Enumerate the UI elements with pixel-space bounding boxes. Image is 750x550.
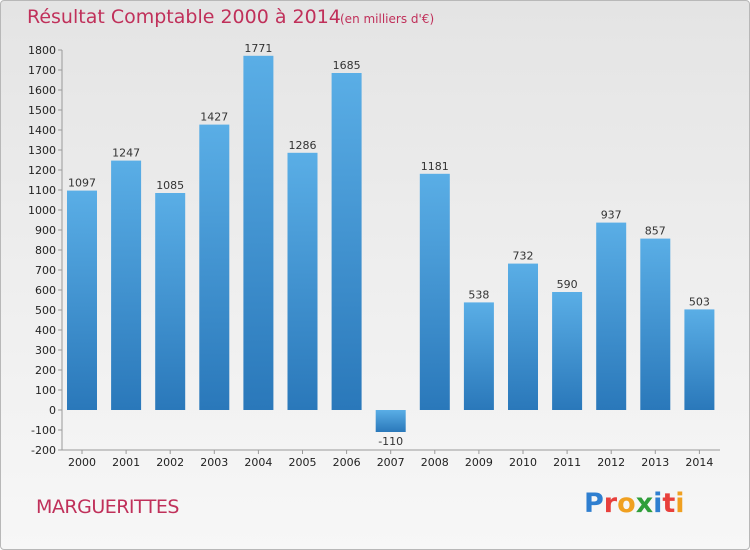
y-tick-label: 800 <box>35 244 56 257</box>
y-tick-label: 700 <box>35 264 56 277</box>
data-label-2012: 937 <box>601 209 622 222</box>
y-tick-label: 1400 <box>28 124 56 137</box>
bar-2004 <box>243 55 274 411</box>
bar-2000 <box>67 190 97 410</box>
proxiti-logo: Proxiti <box>584 488 685 519</box>
data-label-2001: 1247 <box>112 147 140 160</box>
logo-letter: r <box>603 488 618 519</box>
axes: -200 -100 0 100 200 300 400 500 600 700 800 900 1000… <box>28 44 720 469</box>
y-tick-label: 900 <box>35 224 56 237</box>
x-tick-label-2006: 2006 <box>333 456 361 469</box>
y-tick-label: -200 <box>31 444 56 457</box>
chart-unit: (en milliers d'€) <box>340 12 435 26</box>
x-tick-label-2010: 2010 <box>509 456 537 469</box>
y-tick-label: 400 <box>35 324 56 337</box>
bar-2003 <box>199 124 230 410</box>
bar-2006 <box>331 73 362 410</box>
logo-letter: x <box>635 488 654 519</box>
y-tick-label: 300 <box>35 344 56 357</box>
bar-2014 <box>684 309 715 410</box>
data-label-2013: 857 <box>645 225 666 238</box>
y-tick-label: 0 <box>49 404 56 417</box>
y-tick-label: 1500 <box>28 104 56 117</box>
x-tick-label-2007: 2007 <box>377 456 405 469</box>
y-tick-label: 200 <box>35 364 56 377</box>
bar-2002 <box>155 193 186 410</box>
x-tick-label-2012: 2012 <box>597 456 625 469</box>
data-label-2002: 1085 <box>156 179 184 192</box>
x-tick-label-2002: 2002 <box>156 456 184 469</box>
data-label-2009: 538 <box>468 288 489 301</box>
data-label-2010: 732 <box>513 250 534 263</box>
logo-letter: i <box>675 488 685 519</box>
logo-letter: P <box>584 488 604 519</box>
x-tick-label-2000: 2000 <box>68 456 96 469</box>
x-tick-label-2003: 2003 <box>200 456 228 469</box>
bar-2010 <box>508 263 538 410</box>
y-tick-label: 1700 <box>28 64 56 77</box>
logo-letter: i <box>653 488 663 519</box>
data-label-2000: 1097 <box>68 177 96 190</box>
data-label-2014: 503 <box>689 295 710 308</box>
x-tick-label-2011: 2011 <box>553 456 581 469</box>
y-tick-label: 600 <box>35 284 56 297</box>
x-tick-label-2008: 2008 <box>421 456 449 469</box>
bar-2009 <box>463 302 494 410</box>
data-label-2007: -110 <box>378 435 403 448</box>
bar-2007 <box>375 410 406 432</box>
y-tick-label: 1100 <box>28 184 56 197</box>
bar-2011 <box>552 292 583 410</box>
data-label-2006: 1685 <box>333 59 361 72</box>
x-tick-label-2013: 2013 <box>641 456 669 469</box>
bars: 1097 1247 1085 1427 1771 1286 1685 -110 1181 538 7… <box>67 42 715 448</box>
bar-2013 <box>640 238 671 410</box>
y-tick-label: 100 <box>35 384 56 397</box>
y-tick-label: 1600 <box>28 84 56 97</box>
x-tick-label-2001: 2001 <box>112 456 140 469</box>
y-tick-label: 1300 <box>28 144 56 157</box>
logo-letter: o <box>617 488 636 519</box>
y-tick-label: 1800 <box>28 44 56 57</box>
data-label-2011: 590 <box>557 278 578 291</box>
data-label-2005: 1286 <box>289 139 317 152</box>
bar-2012 <box>596 222 627 410</box>
data-label-2003: 1427 <box>200 111 228 124</box>
logo-letter: t <box>662 488 676 519</box>
chart-title: Résultat Comptable 2000 à 2014 <box>27 6 341 28</box>
y-tick-label: -100 <box>31 424 56 437</box>
y-tick-label: 1000 <box>28 204 56 217</box>
data-label-2008: 1181 <box>421 160 449 173</box>
bar-2005 <box>287 152 318 411</box>
commune-name: MARGUERITTES <box>36 496 179 518</box>
bar-2008 <box>419 173 450 410</box>
y-tick-label: 500 <box>35 304 56 317</box>
data-label-2004: 1771 <box>244 42 272 55</box>
bar-2001 <box>111 160 142 410</box>
x-tick-label-2009: 2009 <box>465 456 493 469</box>
x-tick-label-2014: 2014 <box>685 456 713 469</box>
y-tick-label: 1200 <box>28 164 56 177</box>
x-tick-label-2004: 2004 <box>244 456 272 469</box>
x-tick-label-2005: 2005 <box>289 456 317 469</box>
